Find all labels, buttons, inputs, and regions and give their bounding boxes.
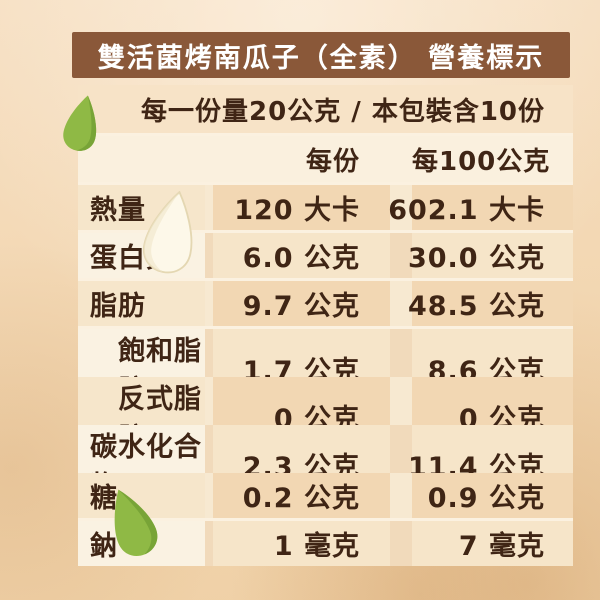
serving-info: 每一份量20公克 / 本包裝含10份 <box>78 85 573 133</box>
table-row: 鈉 1 毫克 7 毫克 <box>78 521 573 566</box>
table-row: 熱量 120 大卡 602.1 大卡 <box>78 185 573 230</box>
column-gap <box>205 377 213 455</box>
column-header-per-100g: 每100公克 <box>412 146 551 177</box>
row-value-per-serving: 1 毫克 <box>213 521 390 566</box>
table-row: 飽和脂肪 1.7 公克 8.6 公克 <box>78 329 573 407</box>
serving-info-text: 每一份量20公克 / 本包裝含10份 <box>141 96 545 127</box>
column-gap <box>205 521 213 566</box>
column-header-per-serving: 每份 <box>305 146 360 177</box>
column-gap <box>390 473 412 518</box>
row-value-per-serving: 6.0 公克 <box>213 233 390 278</box>
column-gap <box>390 521 412 566</box>
row-value-per-100g: 48.5 公克 <box>408 281 573 326</box>
table-row: 反式脂肪 0 公克 0 公克 <box>78 377 573 455</box>
column-gap <box>390 233 412 278</box>
column-gap <box>205 425 213 503</box>
table-body: 熱量 120 大卡 602.1 大卡 蛋白質 6.0 公克 30.0 公克 脂肪… <box>78 185 573 566</box>
column-gap <box>205 233 213 278</box>
title-bar: 雙活菌烤南瓜子（全素） 營養標示 <box>72 32 570 78</box>
column-gap <box>205 473 213 518</box>
column-gap <box>205 329 213 407</box>
row-value-per-100g: 30.0 公克 <box>408 233 573 278</box>
green-pumpkin-seed-icon <box>96 480 167 564</box>
table-header-row: 每份 每100公克 <box>78 136 573 182</box>
table-row: 糖 0.2 公克 0.9 公克 <box>78 473 573 518</box>
column-gap <box>205 281 213 326</box>
row-value-per-100g: 7 毫克 <box>412 521 573 566</box>
column-gap <box>390 185 412 230</box>
page-title: 雙活菌烤南瓜子（全素） 營養標示 <box>97 42 545 74</box>
nutrition-table: 每一份量20公克 / 本包裝含10份 每份 每100公克 熱量 120 大卡 6… <box>78 85 573 566</box>
table-row: 脂肪 9.7 公克 48.5 公克 <box>78 281 573 326</box>
row-label: 脂肪 <box>78 281 205 326</box>
row-value-per-100g: 602.1 大卡 <box>388 185 573 230</box>
row-value-per-serving: 9.7 公克 <box>213 281 390 326</box>
table-row: 碳水化合物 2.3 公克 11.4 公克 <box>78 425 573 503</box>
row-value-per-serving: 0.2 公克 <box>213 473 390 518</box>
row-value-per-100g: 0.9 公克 <box>412 473 573 518</box>
row-value-per-serving: 120 大卡 <box>213 185 390 230</box>
white-pumpkin-seed-icon <box>138 186 204 279</box>
column-gap <box>390 281 412 326</box>
column-gap <box>205 185 213 230</box>
green-pumpkin-seed-icon <box>58 91 105 155</box>
